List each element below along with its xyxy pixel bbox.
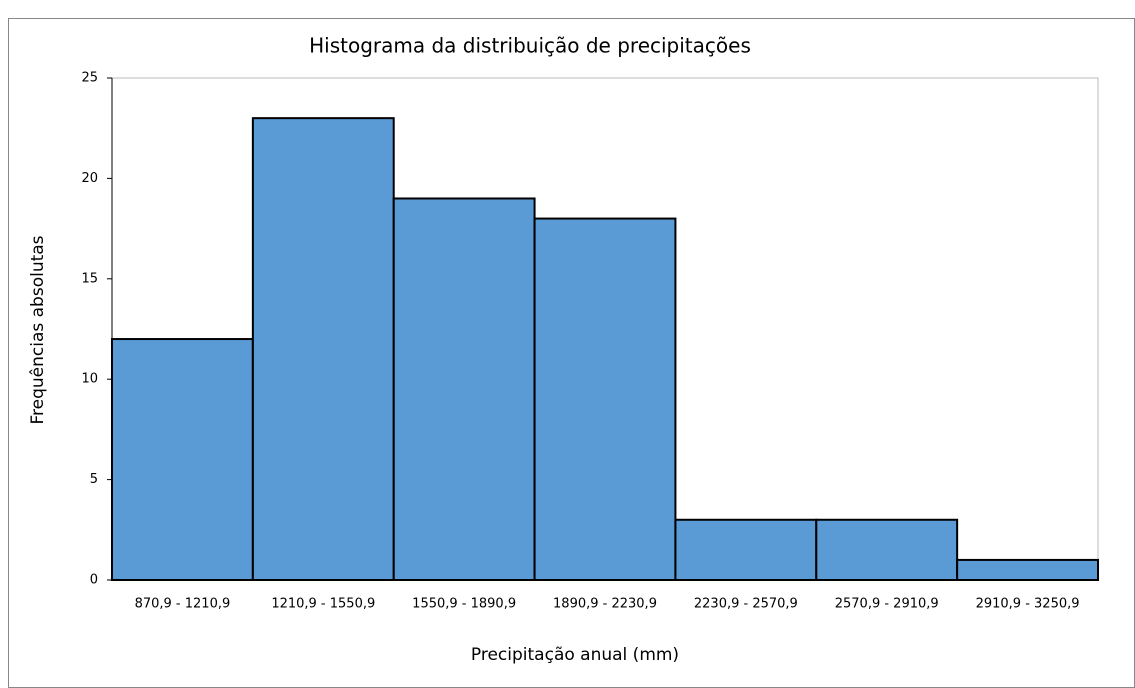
y-tick-label: 20 [81,171,98,186]
bar [533,217,677,581]
x-tick-label: 2230,9 - 2570,9 [694,597,798,612]
y-axis-label: Frequências absolutas [28,235,48,424]
x-tick-label: 2570,9 - 2910,9 [835,597,939,612]
x-tick-label: 1550,9 - 1890,9 [412,597,516,612]
x-tick-label: 2910,9 - 3250,9 [976,597,1080,612]
bar [674,518,818,582]
y-tick-label: 5 [90,472,98,487]
bar [111,338,254,582]
chart-title: Histograma da distribuição de precipitaç… [309,34,751,58]
bar [956,558,1100,581]
x-tick-label: 1890,9 - 2230,9 [553,597,657,612]
y-tick-label: 10 [81,372,98,387]
x-tick-label: 1210,9 - 1550,9 [271,597,375,612]
y-tick-label: 15 [81,271,98,286]
bar [251,117,395,581]
x-axis-label: Precipitação anual (mm) [471,645,679,665]
x-tick-label: 870,9 - 1210,9 [135,597,231,612]
y-tick-label: 0 [90,573,98,588]
y-tick-label: 25 [81,71,98,86]
bar [392,197,536,581]
bar [815,518,959,582]
